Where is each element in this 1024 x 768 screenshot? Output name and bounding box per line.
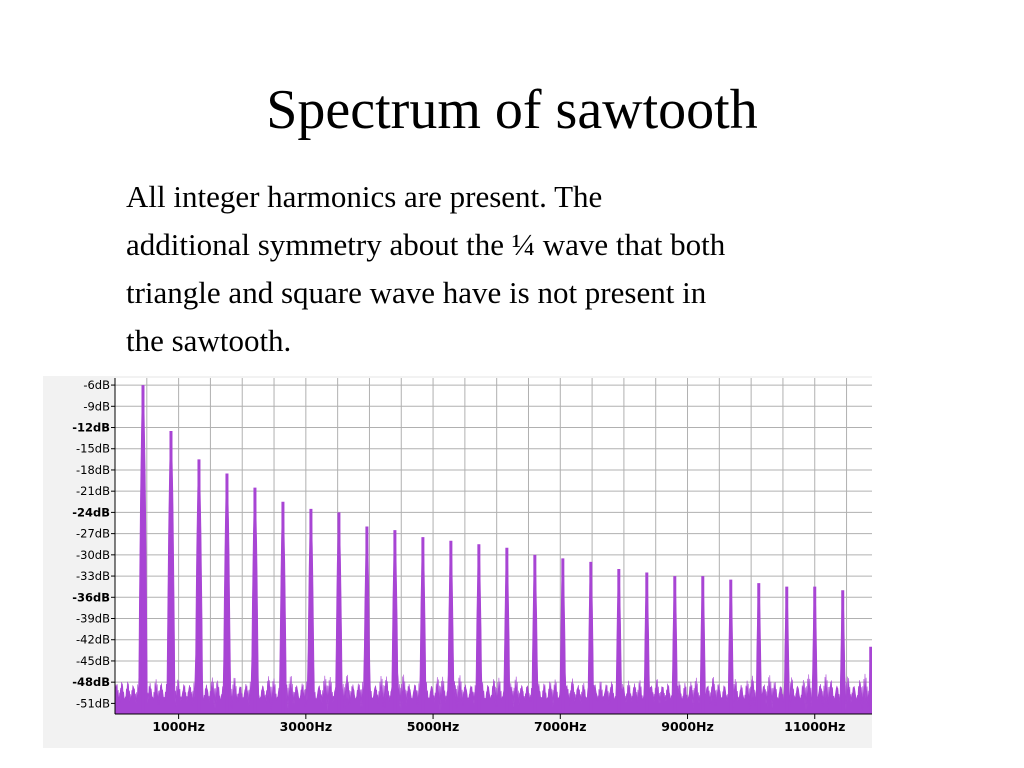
spectrum-fill bbox=[114, 385, 872, 715]
y-tick-label: -15dB bbox=[76, 442, 110, 456]
y-tick-label: -39dB bbox=[76, 612, 110, 626]
y-tick-label: -36dB bbox=[72, 590, 110, 604]
y-tick-label: -12dB bbox=[72, 421, 110, 435]
spectrum-area bbox=[114, 385, 872, 715]
spectrum-chart-panel: -6dB -9dB -12dB -15dB -18dB -21dB -24dB -27dB -3… bbox=[43, 376, 872, 748]
x-tick-labels: 1000Hz 3000Hz 5000Hz 7000Hz 9000Hz 11000Hz bbox=[152, 719, 845, 734]
y-tick-label: -24dB bbox=[72, 505, 110, 519]
y-tick-label: -18dB bbox=[76, 463, 110, 477]
plot-background bbox=[115, 378, 872, 714]
y-tick-label: -6dB bbox=[83, 378, 110, 392]
x-tick-label: 11000Hz bbox=[784, 719, 845, 734]
spectrum-chart: -6dB -9dB -12dB -15dB -18dB -21dB -24dB -27dB -3… bbox=[72, 378, 872, 734]
y-tick-label: -51dB bbox=[76, 696, 110, 710]
y-tick-label: -42dB bbox=[76, 633, 110, 647]
body-line-3: triangle and square wave have is not pre… bbox=[126, 275, 707, 310]
slide-body-text: All integer harmonics are present. The a… bbox=[126, 173, 916, 365]
x-tick-label: 7000Hz bbox=[534, 719, 587, 734]
axes bbox=[111, 378, 872, 719]
body-line-2: additional symmetry about the ¼ wave tha… bbox=[126, 227, 726, 262]
y-tick-label: -21dB bbox=[76, 484, 110, 498]
x-tick-label: 9000Hz bbox=[661, 719, 714, 734]
y-tick-label: -45dB bbox=[76, 654, 110, 668]
x-tick-label: 3000Hz bbox=[280, 719, 333, 734]
body-line-4: the sawtooth. bbox=[126, 323, 292, 358]
y-tick-label: -27dB bbox=[76, 527, 110, 541]
slide-title: Spectrum of sawtooth bbox=[266, 79, 758, 141]
body-line-1: All integer harmonics are present. The bbox=[126, 179, 603, 214]
y-tick-label: -48dB bbox=[72, 675, 110, 689]
x-tick-label: 1000Hz bbox=[152, 719, 205, 734]
y-tick-label: -33dB bbox=[76, 569, 110, 583]
y-tick-label: -30dB bbox=[76, 548, 110, 562]
x-tick-label: 5000Hz bbox=[407, 719, 460, 734]
y-tick-labels: -6dB -9dB -12dB -15dB -18dB -21dB -24dB -27dB -3… bbox=[72, 378, 110, 710]
y-tick-label: -9dB bbox=[83, 399, 110, 413]
